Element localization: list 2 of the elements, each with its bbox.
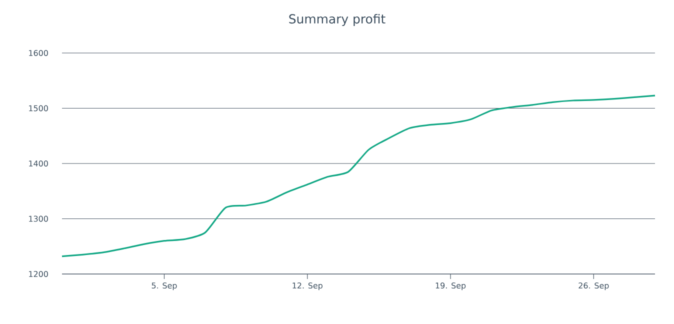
chart-title: Summary profit — [289, 14, 386, 26]
line-series — [61, 94, 656, 258]
